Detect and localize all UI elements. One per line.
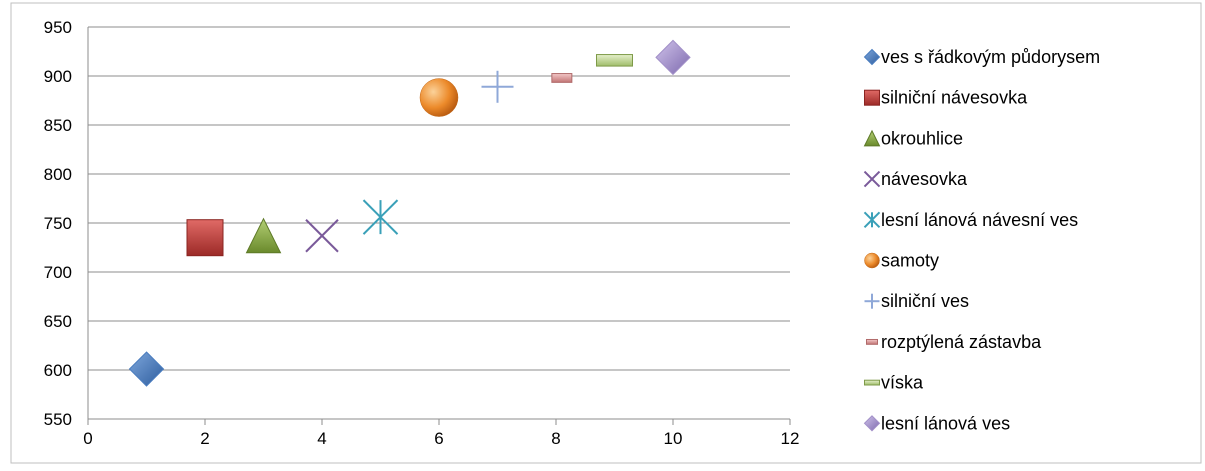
data-point-10 [655,39,691,76]
y-tick-label: 750 [44,214,72,233]
chart-border [10,2,1202,464]
y-tick-label: 850 [44,116,72,135]
legend-marker [863,48,881,66]
legend-label: rozptýlená zástavba [881,332,1042,352]
legend-entry: lesní lánová ves [863,413,1010,433]
legend-label: ves s řádkovým půdorysem [881,47,1100,67]
x-tick-label: 6 [434,429,443,448]
x-tick-label: 8 [551,429,560,448]
data-point-9 [596,54,633,67]
legend-label: návesovka [881,169,968,189]
legend-entry: silniční ves [864,291,969,311]
legend-entry: okrouhlice [863,128,963,148]
legend-entry: návesovka [863,169,968,189]
legend-label: víska [881,373,924,393]
data-point-7 [481,70,514,103]
legend-label: lesní lánová návesní ves [881,210,1078,230]
legend-entry: rozptýlená zástavba [866,332,1042,352]
y-tick-label: 550 [44,410,72,429]
legend-marker [863,415,881,432]
data-point-6 [419,78,459,117]
y-tick-label: 950 [44,18,72,37]
data-point-4 [305,219,339,253]
x-tick-label: 12 [781,429,800,448]
data-point-1 [128,351,165,387]
legend-label: silniční ves [881,291,969,311]
legend-marker-stroke [863,170,881,188]
data-point-4-stroke [305,219,339,253]
y-tick-label: 700 [44,263,72,282]
legend-entry: víska [864,373,924,393]
data-point-5 [362,199,399,235]
legend-label: samoty [881,251,939,271]
legend-marker [864,252,880,269]
y-tick-label: 650 [44,312,72,331]
legend-entry: silniční návesovka [864,88,1028,108]
data-point-8 [551,73,573,83]
legend-marker [863,170,881,188]
legend-marker [863,129,881,147]
data-point-3 [245,217,282,254]
legend-label: okrouhlice [881,128,963,148]
legend-marker [864,379,880,386]
x-tick-label: 0 [83,429,92,448]
x-tick-label: 10 [664,429,683,448]
legend-entry: samoty [864,251,939,271]
legend-entry: ves s řádkovým půdorysem [863,47,1100,67]
legend-label: silniční návesovka [881,88,1028,108]
legend-marker [866,338,878,345]
legend-marker [864,293,880,309]
legend-marker [863,211,881,229]
y-tick-label: 900 [44,67,72,86]
y-tick-label: 600 [44,361,72,380]
data-point-2 [186,219,224,257]
legend-marker [864,89,880,106]
legend-entry: lesní lánová návesní ves [863,210,1078,230]
legend-label: lesní lánová ves [881,413,1010,433]
x-tick-label: 4 [317,429,326,448]
y-tick-label: 800 [44,165,72,184]
x-tick-label: 2 [200,429,209,448]
